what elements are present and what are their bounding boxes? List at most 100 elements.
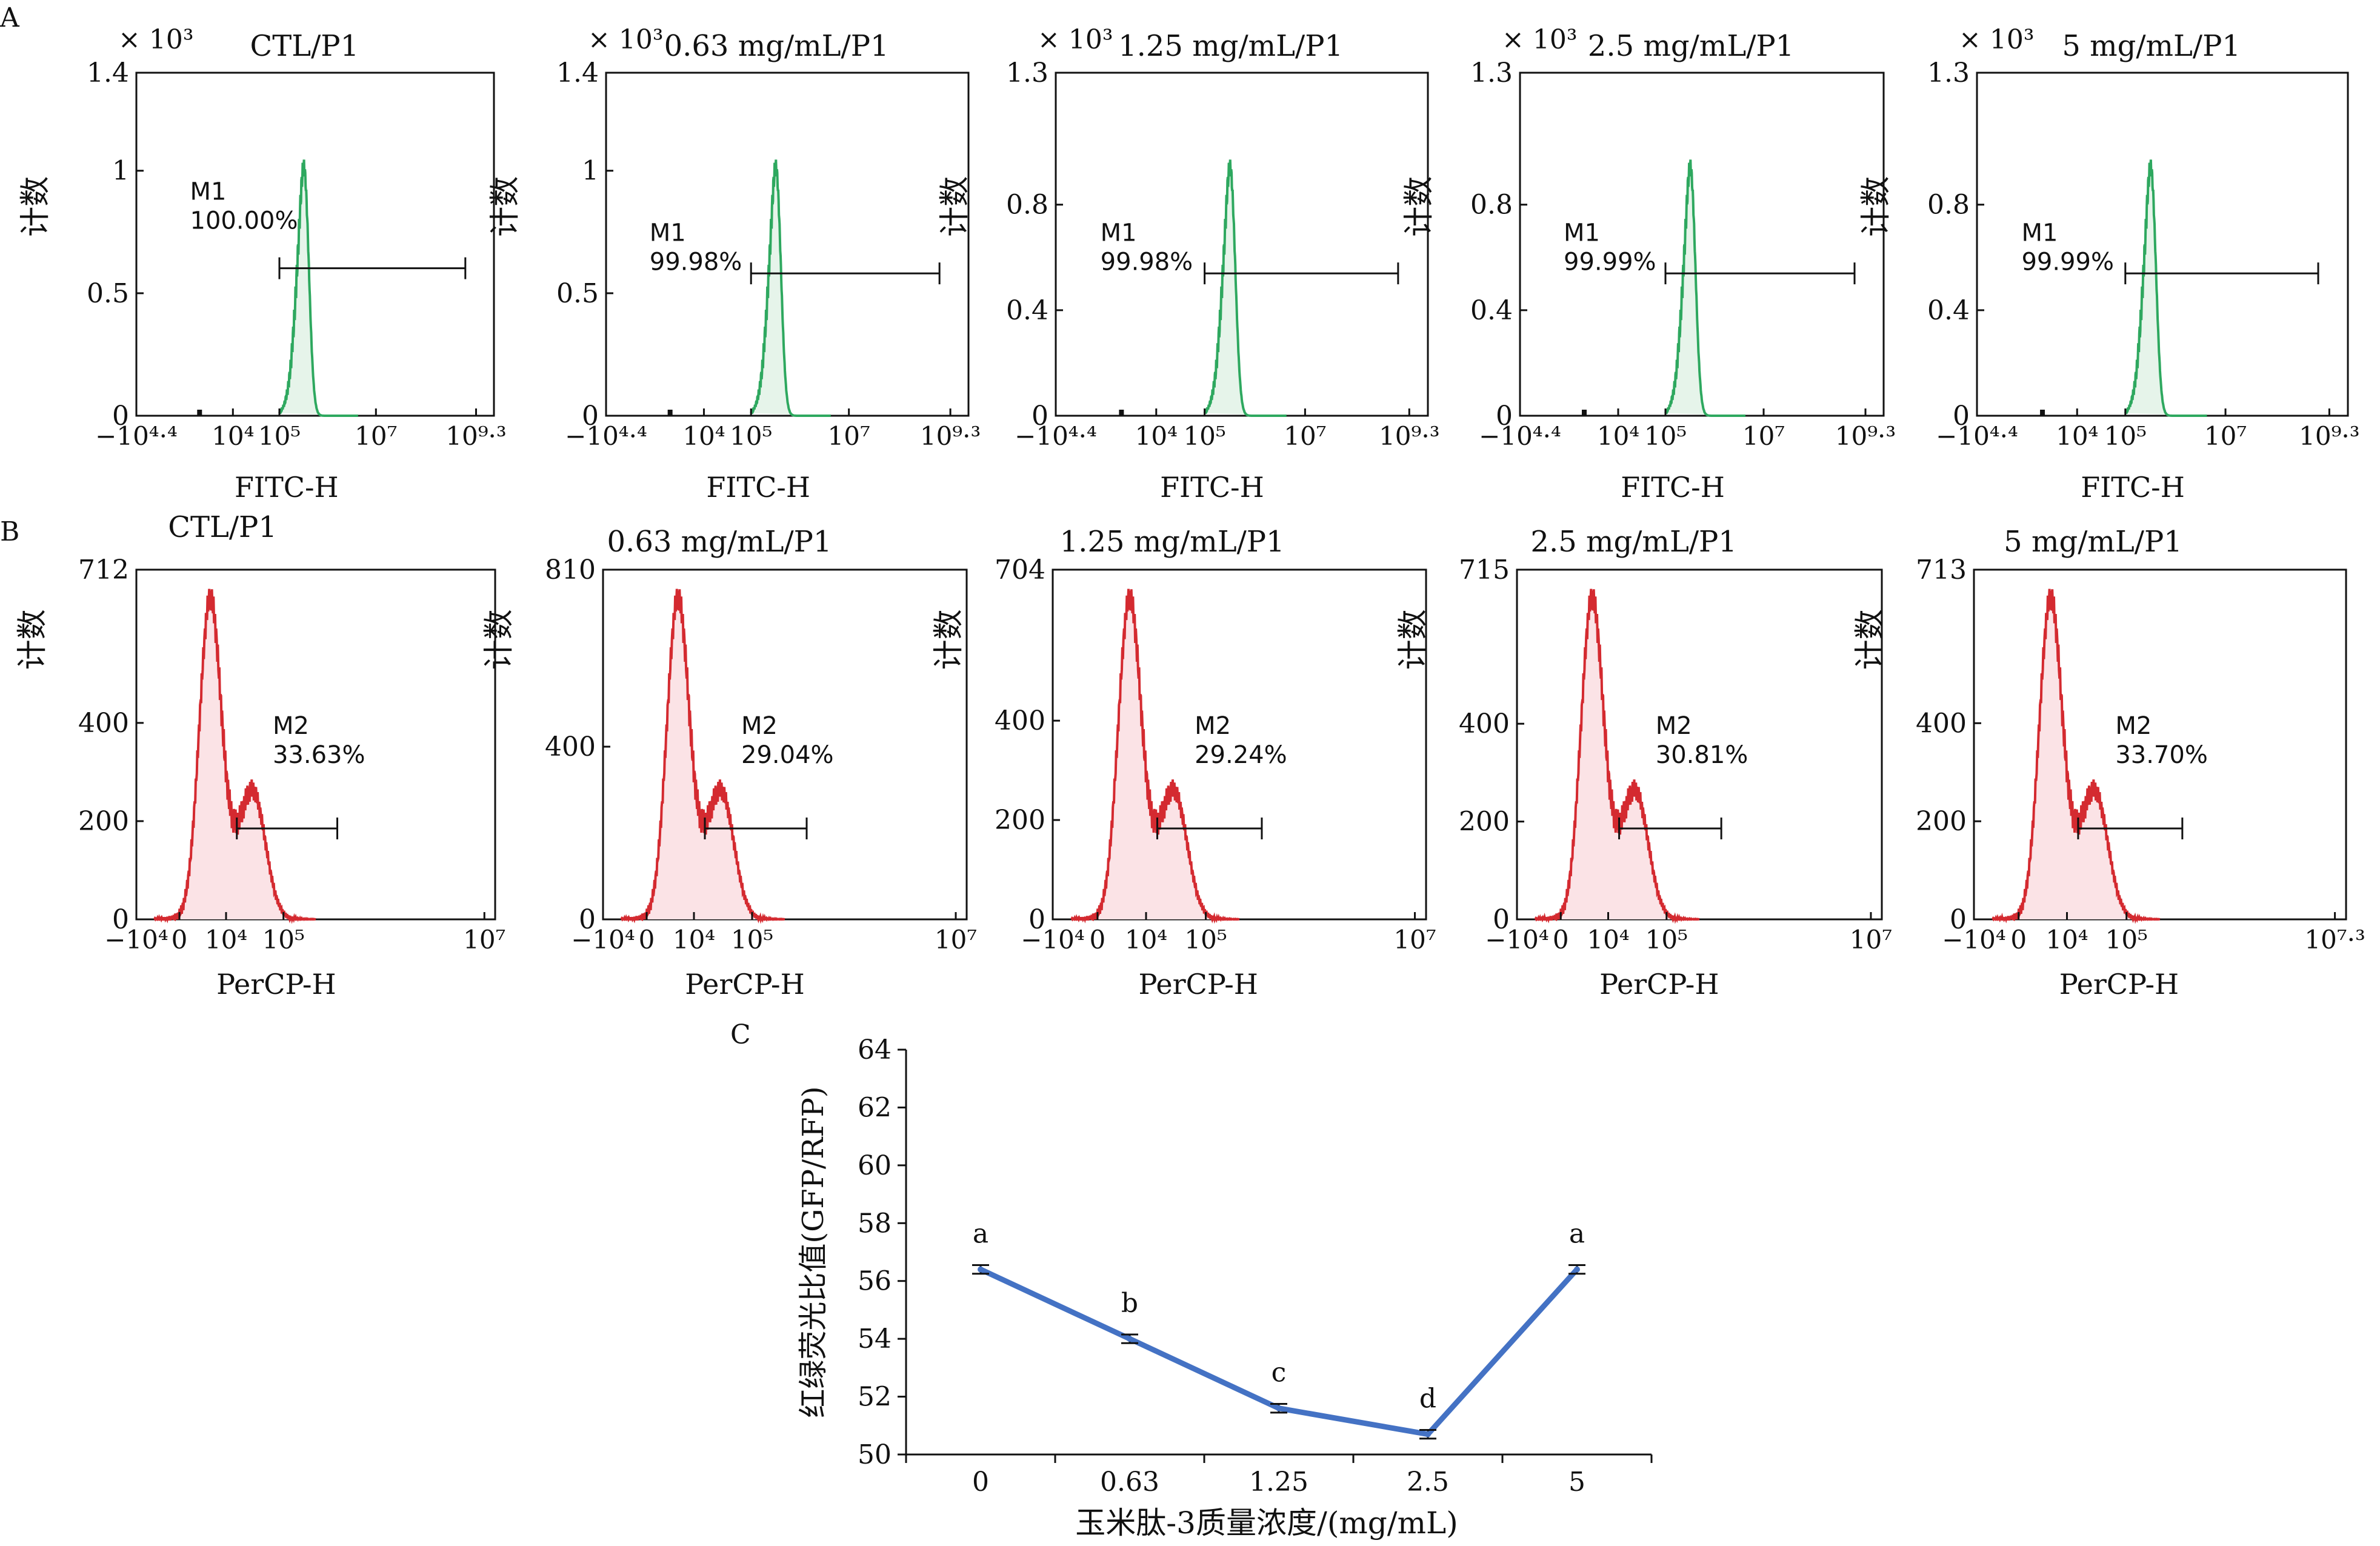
gate-percent: 29.04% [741,741,834,769]
y-tick-label: 200 [995,805,1045,836]
axis-multiplier: × 10³ [1038,24,1113,55]
x-axis-title: FITC-H [235,471,339,504]
x-tick-label: 2.5 [1407,1467,1449,1498]
y-tick-label: 1.3 [1927,58,1970,88]
x-tick-label: 10⁷ [463,925,505,955]
x-tick-label: 10⁷·³ [2304,925,2365,955]
data-point [1574,1267,1580,1273]
panel-label-b: B [0,516,19,547]
y-tick-label: 1 [582,156,599,187]
y-tick-label: 0.8 [1006,190,1048,221]
x-tick-label: 10⁵ [262,925,305,955]
panel-title: 5 mg/mL/P1 [2062,29,2241,63]
fitc-panel-0: M1100.00%CTL/P1× 10³00.511.4−10⁴·⁴10⁴10⁵… [18,24,507,504]
y-tick-label: 52 [858,1382,892,1413]
gate-percent: 33.63% [273,741,365,769]
gate-name: M1 [1101,219,1137,247]
x-tick-label: 10⁵ [2105,925,2148,955]
x-tick-label: 10⁷ [1742,421,1785,451]
x-tick-label: −10⁴·⁴ [1936,421,2018,451]
significance-label: c [1272,1358,1287,1388]
x-tick-label: 10⁵ [1645,925,1688,955]
y-tick-label: 50 [858,1439,892,1470]
percp-panel-0: M233.63%CTL/P10200400712−10⁴010⁴10⁵10⁷Pe… [15,510,505,1001]
fitc-panel-3: M199.99%2.5 mg/mL/P1× 10³00.40.81.3−10⁴·… [1401,24,1896,504]
y-tick-label: 400 [545,731,596,762]
axis-multiplier: × 10³ [1502,24,1577,55]
x-tick-label: 10⁴ [682,421,725,451]
axis-multiplier: × 10³ [588,24,663,55]
x-tick-label: 0 [1553,925,1569,955]
x-tick-label: −10⁴ [1942,925,2005,955]
gate-percent: 99.99% [1564,248,1656,276]
axis-marker [2040,410,2045,416]
fitc-histogram-fill [279,159,358,416]
significance-label: a [1569,1219,1585,1250]
panel-label-a: A [0,2,20,33]
y-tick-label: 200 [78,806,129,837]
gate-percent: 99.98% [1101,248,1193,276]
data-point [1425,1431,1431,1438]
x-tick-label: 10⁹·³ [1379,421,1439,451]
gate-percent: 100.00% [190,207,298,235]
axis-marker [1119,410,1124,416]
gate-name: M1 [650,219,686,247]
y-tick-label: 1.4 [556,58,599,88]
x-axis-title: FITC-H [1160,471,1264,504]
x-axis-title: 玉米肽-3质量浓度/(mg/mL) [1075,1505,1458,1541]
y-tick-label: 400 [1916,708,1967,739]
y-tick-label: 0.4 [1927,295,1970,326]
x-tick-label: −10⁴ [104,925,168,955]
axis-multiplier: × 10³ [1959,24,2034,55]
x-tick-label: −10⁴·⁴ [1015,421,1097,451]
y-axis-title: 计数 [937,176,972,237]
gate-name: M2 [1656,712,1692,740]
x-tick-label: 10⁷ [1284,421,1326,451]
x-tick-label: 10⁷ [935,925,977,955]
x-tick-label: 10⁴ [1597,421,1639,451]
y-tick-label: 0.8 [1927,190,1970,221]
gate-percent: 99.99% [2021,248,2114,276]
y-tick-label: 712 [78,555,129,585]
y-tick-label: 0.4 [1006,295,1048,326]
x-axis-title: PerCP-H [216,968,336,1001]
y-tick-label: 200 [1459,807,1510,838]
x-tick-label: −10⁴·⁴ [565,421,647,451]
x-tick-label: −10⁴·⁴ [95,421,178,451]
percp-panel-1: M229.04%0.63 mg/mL/P10400810−10⁴010⁴10⁵1… [481,525,977,1001]
y-axis-title: 计数 [487,176,522,237]
x-tick-label: 10⁵ [1644,421,1687,451]
data-point [978,1267,984,1273]
y-axis-title: 计数 [18,176,53,237]
x-axis-title: PerCP-H [1139,968,1258,1001]
figure: A B C M1100.00%CTL/P1× 10³00.511.4−10⁴·⁴… [0,0,2380,1546]
x-tick-label: 10⁵ [731,925,773,955]
gate-name: M2 [1195,712,1231,740]
percp-panel-4: M233.70%5 mg/mL/P10200400713−10⁴010⁴10⁵1… [1852,525,2365,1001]
x-tick-label: 10⁷ [1393,925,1436,955]
x-tick-label: 10⁷ [355,421,397,451]
x-tick-label: 0 [1090,925,1106,955]
axis-marker [1582,410,1587,416]
x-tick-label: 10⁹·³ [1835,421,1896,451]
y-axis-title: 计数 [15,609,50,670]
panel-title: CTL/P1 [168,510,277,544]
x-tick-label: 10⁴ [1587,925,1629,955]
fitc-panel-2: M199.98%1.25 mg/mL/P1× 10³00.40.81.3−10⁴… [937,24,1440,504]
data-point [1276,1405,1282,1411]
panel-c-line-chart: 505254565860626400.631.252.55abcda玉米肽-3质… [796,1035,1652,1541]
y-axis-title: 计数 [1852,609,1887,670]
y-tick-label: 0.4 [1470,295,1513,326]
x-axis-title: PerCP-H [1599,968,1719,1001]
y-tick-label: 64 [858,1035,892,1065]
fitc-histogram-fill [2125,159,2207,416]
gate-name: M1 [2021,219,2058,247]
y-axis-title: 计数 [1401,176,1436,237]
y-tick-label: 62 [858,1092,892,1123]
y-axis-title: 计数 [481,609,516,670]
x-tick-label: 10⁷ [1850,925,1892,955]
panel-title: 5 mg/mL/P1 [2004,525,2182,559]
x-tick-label: 10⁵ [258,421,301,451]
x-tick-label: 10⁵ [1183,421,1225,451]
y-axis-title: 计数 [1858,176,1893,237]
